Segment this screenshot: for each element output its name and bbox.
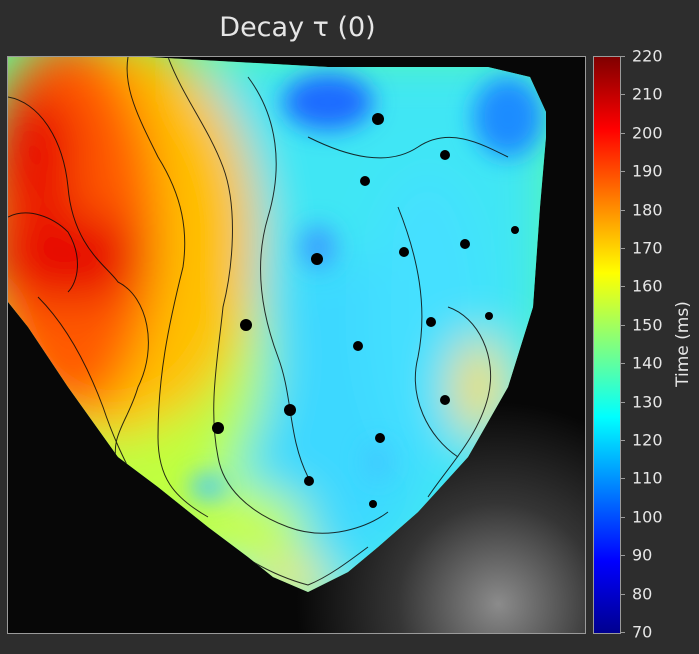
colorbar-tick-label: 140 — [632, 353, 663, 373]
colorbar-label: Time (ms) — [673, 301, 693, 387]
colorbar-tick-mark — [620, 94, 625, 96]
colorbar-tick-mark — [620, 632, 625, 633]
colorbar-tick-mark — [620, 593, 625, 595]
colorbar-tick-label: 170 — [632, 238, 663, 258]
colorbar-tick-mark — [620, 478, 625, 480]
colorbar-tick-mark — [620, 555, 625, 557]
colorbar-tick-label: 70 — [632, 622, 653, 642]
heatmap-svg — [8, 57, 585, 633]
colorbar-tick-mark — [620, 286, 625, 288]
colorbar-tick-label: 200 — [632, 123, 663, 143]
colorbar-tick-mark — [620, 56, 625, 57]
colorbar-tick-label: 190 — [632, 161, 663, 181]
colorbar-tick-mark — [620, 209, 625, 211]
colorbar-tick-label: 110 — [632, 468, 663, 488]
colorbar-tick-label: 220 — [632, 46, 663, 66]
colorbar-tick-mark — [620, 171, 625, 173]
colorbar-tick-label: 100 — [632, 507, 663, 527]
colorbar-tick-label: 180 — [632, 200, 663, 220]
colorbar-tick-label: 80 — [632, 584, 653, 604]
colorbar-tick-mark — [620, 401, 625, 403]
colorbar-tick-label: 120 — [632, 430, 663, 450]
heatmap-plot-area — [7, 56, 586, 634]
colorbar-tick-mark — [620, 132, 625, 134]
colorbar-tick-mark — [620, 324, 625, 326]
colorbar-tick-label: 210 — [632, 84, 663, 104]
colorbar-tick-mark — [620, 363, 625, 365]
colorbar-tick-mark — [620, 516, 625, 518]
colorbar-tick-label: 160 — [632, 276, 663, 296]
colorbar-tick-label: 130 — [632, 392, 663, 412]
colorbar-tick-label: 150 — [632, 315, 663, 335]
colorbar-tick-mark — [620, 248, 625, 249]
chart-title: Decay τ (0) — [219, 12, 376, 43]
colorbar — [593, 56, 621, 634]
colorbar-tick-mark — [620, 440, 625, 441]
colorbar-tick-label: 90 — [632, 545, 653, 565]
